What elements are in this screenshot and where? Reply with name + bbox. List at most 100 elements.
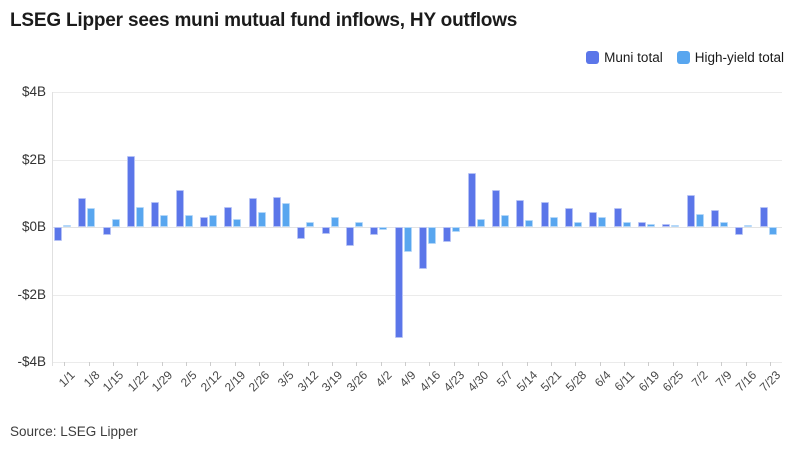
legend-swatch-icon — [676, 51, 690, 64]
bar-hy-6/19 — [647, 223, 655, 227]
bar-hy-4/9 — [403, 227, 412, 253]
x-axis-label: 7/2 — [689, 368, 711, 390]
bar-muni-5/14 — [516, 200, 525, 227]
x-axis-tick — [526, 362, 528, 366]
x-axis-tick — [137, 362, 139, 366]
source-note: Source: LSEG Lipper — [10, 424, 138, 439]
bar-hy-4/30 — [476, 218, 485, 227]
x-axis-label: 6/11 — [611, 368, 638, 394]
x-axis-tick — [210, 362, 212, 366]
bar-muni-2/5 — [175, 189, 184, 227]
bar-muni-4/30 — [467, 173, 476, 227]
x-axis-label: 6/4 — [591, 368, 614, 390]
x-axis-tick — [185, 362, 187, 366]
x-axis-tick — [161, 362, 163, 366]
bar-muni-1/29 — [151, 201, 160, 227]
x-axis-label: 3/26 — [343, 368, 371, 395]
bar-muni-1/15 — [102, 227, 111, 236]
x-axis-tick — [380, 362, 382, 366]
bar-hy-3/5 — [282, 203, 290, 227]
x-axis-tick — [331, 362, 333, 366]
bar-muni-7/9 — [711, 210, 719, 227]
x-axis-label: 4/2 — [372, 368, 395, 390]
y-axis-label: $2B — [21, 151, 46, 167]
legend-label: Muni total — [604, 50, 663, 65]
bar-hy-1/15 — [111, 218, 120, 227]
bar-muni-3/12 — [297, 227, 306, 239]
bar-muni-1/22 — [127, 156, 135, 227]
gridline — [52, 92, 782, 93]
bar-hy-4/16 — [428, 227, 436, 244]
bar-hy-5/28 — [574, 221, 582, 227]
x-axis-tick — [64, 362, 66, 366]
legend-item: High-yield total — [676, 50, 784, 65]
x-axis-label: 1/22 — [124, 368, 152, 395]
bar-muni-3/5 — [273, 196, 281, 227]
bar-muni-1/8 — [78, 198, 87, 227]
x-axis-label: 3/5 — [275, 368, 298, 390]
bar-muni-6/25 — [662, 223, 671, 227]
bar-hy-7/23 — [768, 227, 777, 236]
x-axis-tick — [502, 362, 504, 366]
bar-hy-7/16 — [744, 225, 753, 228]
x-axis-label: 2/12 — [197, 368, 225, 395]
bar-hy-1/22 — [136, 206, 144, 227]
bar-hy-4/2 — [379, 227, 388, 231]
bar-hy-1/8 — [87, 208, 96, 227]
x-axis-label: 2/26 — [246, 368, 273, 395]
bar-hy-7/2 — [695, 213, 704, 227]
x-axis-tick — [623, 362, 625, 366]
bar-hy-2/12 — [209, 215, 217, 227]
x-axis-tick — [88, 362, 90, 366]
bar-muni-4/9 — [394, 227, 403, 339]
bar-muni-2/26 — [248, 198, 257, 227]
x-axis-tick — [550, 362, 552, 366]
x-axis-tick — [234, 362, 236, 366]
x-axis-tick — [356, 362, 358, 366]
bar-muni-7/23 — [759, 206, 768, 227]
gridline — [52, 227, 782, 228]
y-axis-line — [52, 92, 53, 366]
bar-muni-7/2 — [686, 194, 695, 227]
x-axis-tick — [672, 362, 674, 366]
x-axis-label: 4/30 — [465, 368, 492, 395]
x-axis-tick — [453, 362, 455, 366]
bar-muni-6/19 — [638, 221, 646, 227]
bar-hy-5/21 — [549, 216, 558, 227]
bar-hy-1/29 — [160, 215, 169, 227]
x-axis-tick — [648, 362, 650, 366]
x-axis-label: 2/5 — [178, 368, 200, 390]
gridline — [52, 362, 782, 363]
bar-muni-2/19 — [224, 206, 233, 227]
bar-muni-6/4 — [589, 211, 598, 227]
x-axis-tick — [745, 362, 747, 366]
x-axis-label: 5/14 — [513, 368, 541, 395]
bar-hy-5/7 — [501, 215, 509, 227]
bar-hy-7/9 — [720, 221, 728, 227]
x-axis-tick — [599, 362, 601, 366]
x-axis-label: 6/19 — [635, 368, 663, 395]
x-axis-tick — [721, 362, 723, 366]
x-axis-tick — [769, 362, 771, 366]
x-axis-label: 4/23 — [440, 368, 468, 395]
bar-muni-5/7 — [492, 189, 500, 227]
bar-hy-2/5 — [184, 215, 193, 227]
bar-muni-1/1 — [54, 227, 62, 241]
bar-hy-4/23 — [452, 227, 461, 233]
x-axis-tick — [307, 362, 309, 366]
y-axis-label: -$4B — [17, 354, 46, 369]
x-axis-tick — [429, 362, 431, 366]
legend-swatch-icon — [586, 51, 600, 64]
x-axis-label: 7/9 — [713, 368, 736, 390]
bar-hy-5/14 — [525, 220, 534, 227]
gridline — [52, 294, 782, 296]
x-axis-label: 1/8 — [80, 368, 103, 390]
x-axis-label: 1/29 — [148, 368, 176, 395]
bar-muni-6/11 — [613, 208, 622, 227]
bar-muni-3/19 — [321, 227, 330, 234]
bar-hy-3/19 — [330, 216, 339, 227]
bar-muni-4/16 — [419, 227, 427, 270]
x-axis-label: 3/19 — [319, 368, 346, 395]
bar-hy-3/26 — [355, 221, 363, 227]
